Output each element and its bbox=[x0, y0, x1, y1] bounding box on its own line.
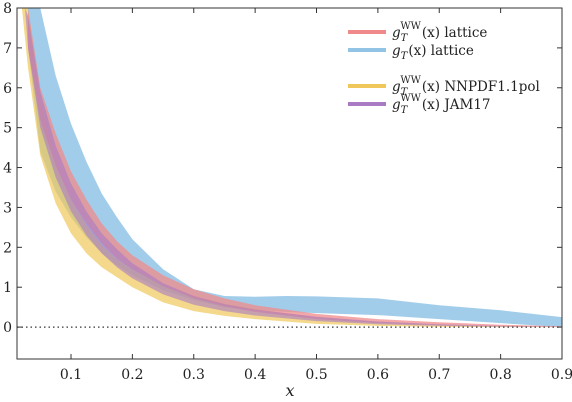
y-tick-label: 1 bbox=[3, 280, 12, 296]
x-tick-label: 0.9 bbox=[551, 367, 572, 383]
band-4 bbox=[25, 8, 562, 328]
band-3 bbox=[21, 8, 562, 328]
y-tick-label: 0 bbox=[3, 320, 12, 336]
x-tick-label: 0.7 bbox=[428, 367, 450, 383]
y-tick-label: 8 bbox=[3, 1, 12, 17]
legend-entry-4: gTWW(x) JAM17 bbox=[392, 93, 491, 116]
y-tick-label: 3 bbox=[3, 200, 12, 216]
x-tick-label: 0.3 bbox=[183, 367, 205, 383]
plot-frame bbox=[16, 7, 563, 360]
y-tick-label: 2 bbox=[3, 240, 12, 256]
x-tick-label: 0.5 bbox=[305, 367, 327, 383]
x-tick-label: 0.6 bbox=[367, 367, 389, 383]
band-2 bbox=[28, 8, 562, 328]
bands-layer bbox=[21, 8, 562, 328]
legend-entry-1: gTWW(x) lattice bbox=[392, 21, 487, 44]
tick-layer: 0.1 0.2 0.3 0.4 0.5 0.6 0.7 0.8 0.9 0 1 2 3 4 5 6 7 8 bbox=[3, 1, 572, 383]
x-tick-label: 0.1 bbox=[60, 367, 82, 383]
x-tick-label: 0.8 bbox=[489, 367, 511, 383]
y-tick-label: 5 bbox=[3, 121, 12, 137]
x-tick-label: 0.2 bbox=[121, 367, 143, 383]
y-tick-label: 4 bbox=[3, 161, 12, 177]
y-tick-label: 6 bbox=[3, 81, 12, 97]
legend-entry-2: gT(x) lattice bbox=[392, 43, 474, 62]
x-tick-label: 0.4 bbox=[244, 367, 266, 383]
x-axis-label: x bbox=[285, 381, 294, 400]
y-tick-label: 7 bbox=[3, 41, 12, 57]
band-1 bbox=[28, 8, 562, 328]
legend-entry-3: gTWW(x) NNPDF1.1pol bbox=[392, 75, 540, 98]
